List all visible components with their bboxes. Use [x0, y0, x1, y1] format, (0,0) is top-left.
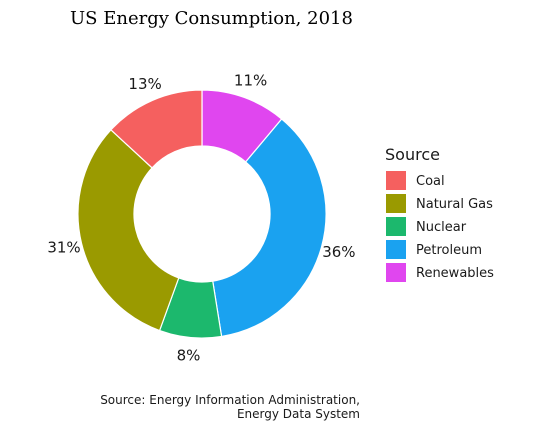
slice-coal: [110, 89, 203, 169]
slice-labels: 11% 36% 8% 31% 13%: [47, 72, 355, 365]
slice-natural-gas: [77, 129, 180, 332]
slice-label-petroleum: 36%: [322, 243, 355, 261]
legend-label-renewables: Renewables: [416, 266, 494, 281]
slice-petroleum: [212, 118, 327, 338]
chart-title: US Energy Consumption, 2018: [70, 8, 353, 29]
legend-label-nuclear: Nuclear: [416, 220, 467, 235]
legend-key-nuclear: [386, 217, 406, 236]
caption-line-1: Source: Energy Information Administratio…: [100, 393, 360, 407]
legend-key-coal: [386, 171, 406, 190]
legend-key-renewables: [386, 263, 406, 282]
legend-label-petroleum: Petroleum: [416, 243, 482, 258]
slice-label-natural-gas: 31%: [47, 239, 80, 257]
legend-key-petroleum: [386, 240, 406, 259]
slice-label-coal: 13%: [128, 75, 161, 93]
legend-title: Source: [385, 145, 440, 164]
legend: Source Coal Natural Gas Nuclear Petroleum Re…: [385, 145, 494, 282]
donut-chart: [77, 89, 327, 339]
slice-label-nuclear: 8%: [177, 346, 201, 364]
legend-label-coal: Coal: [416, 174, 445, 189]
legend-label-natural-gas: Natural Gas: [416, 197, 493, 212]
legend-key-natural-gas: [386, 194, 406, 213]
caption-line-2: Energy Data System: [237, 407, 360, 421]
slice-label-renewables: 11%: [234, 72, 267, 90]
